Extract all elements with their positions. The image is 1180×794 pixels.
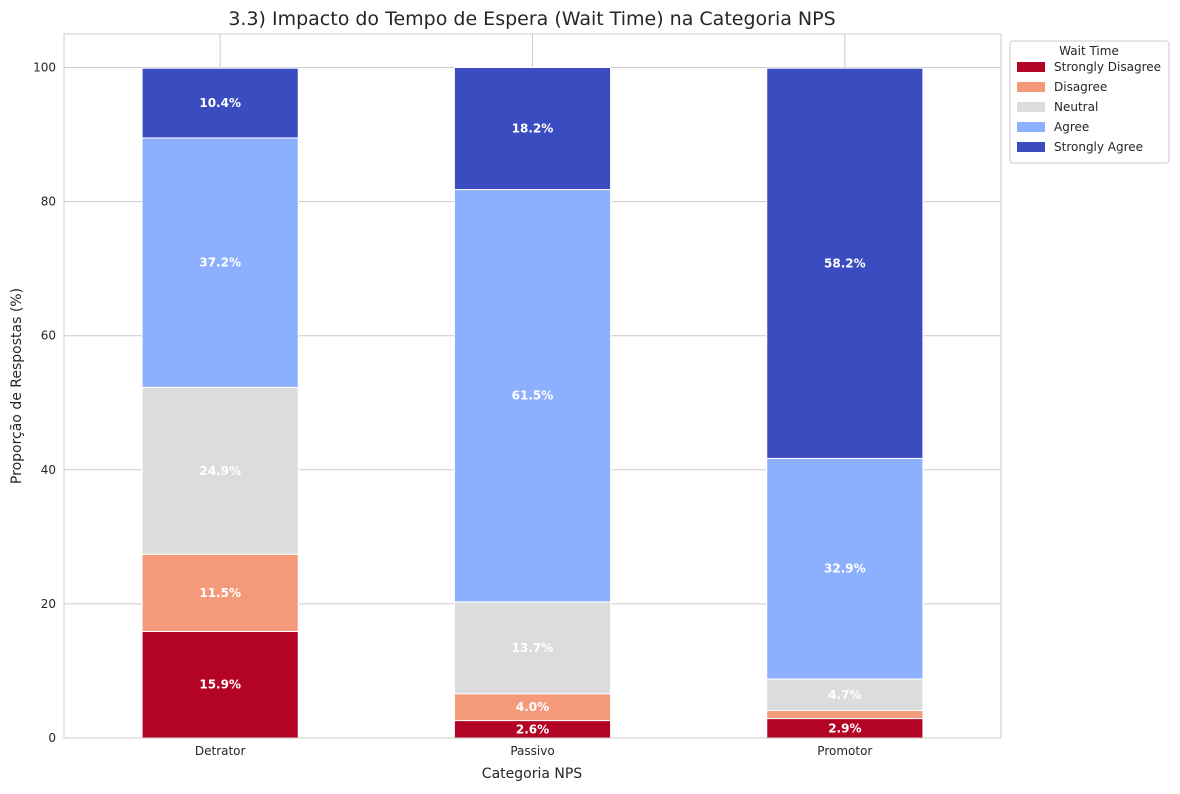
legend-entry: Strongly Disagree	[1054, 60, 1161, 74]
bar-segment	[141, 553, 299, 632]
legend-swatch	[1017, 122, 1045, 132]
legend-swatch	[1017, 62, 1045, 72]
y-tick-label: 60	[41, 329, 56, 343]
y-tick-label: 80	[41, 195, 56, 209]
legend-items: Strongly Disagree Disagree Neutral Agree Str…	[1017, 60, 1161, 154]
data-label: 37.2%	[199, 256, 241, 270]
bar-segment	[141, 67, 299, 139]
data-label: 58.2%	[824, 256, 866, 270]
data-label: 32.9%	[824, 562, 866, 576]
y-tick-label: 0	[48, 731, 56, 745]
data-label: 11.5%	[199, 586, 241, 600]
plot-frame	[63, 33, 1002, 739]
data-label: 2.6%	[516, 722, 549, 736]
bar-segment	[453, 189, 612, 603]
bar-segment	[453, 67, 612, 191]
data-label: 13.7%	[512, 641, 554, 655]
x-tick-label: Detrator	[195, 744, 246, 758]
y-tick-label: 20	[41, 597, 56, 611]
data-label: 2.9%	[828, 721, 861, 735]
data-label: 10.4%	[199, 96, 241, 110]
bar-segment	[766, 710, 924, 720]
legend-entry: Neutral	[1054, 100, 1098, 114]
bar-segment	[766, 457, 924, 680]
legend-swatch	[1017, 82, 1045, 92]
legend: Wait Time Strongly Disagree Disagree Neutr…	[1009, 40, 1170, 164]
data-label: 24.9%	[199, 464, 241, 478]
bars: 15.9% 11.5% 24.9% 37.2% 10.4% 2.6% 4.0% 13.7% 61…	[141, 67, 924, 739]
legend-entry: Disagree	[1054, 80, 1107, 94]
bar-segment	[766, 67, 924, 459]
bar-segment	[141, 630, 299, 739]
y-tick-label: 40	[41, 463, 56, 477]
bar-segment	[766, 678, 924, 712]
data-label: 18.2%	[512, 122, 554, 136]
x-tick-label: Promotor	[817, 744, 872, 758]
legend-title: Wait Time	[1059, 44, 1119, 58]
y-tick-label: 100	[33, 61, 56, 75]
x-tick-label: Passivo	[510, 744, 554, 758]
data-label: 4.7%	[828, 688, 861, 702]
legend-frame	[1009, 40, 1170, 164]
x-axis-label: Categoria NPS	[482, 766, 582, 782]
axes: 0 20 40 60 80 100 Detrator Passivo Promotor	[33, 33, 1002, 758]
legend-swatch	[1017, 142, 1045, 152]
data-label: 15.9%	[199, 678, 241, 692]
y-axis-label: Proporção de Respostas (%)	[9, 288, 25, 484]
data-label: 61.5%	[512, 389, 554, 403]
legend-swatch	[1017, 102, 1045, 112]
legend-entry: Agree	[1054, 120, 1089, 134]
chart-title: 3.3) Impacto do Tempo de Espera (Wait Ti…	[228, 8, 835, 30]
bar-segment	[453, 693, 612, 722]
data-label: 4.0%	[516, 700, 549, 714]
legend-entry: Strongly Agree	[1054, 140, 1143, 154]
